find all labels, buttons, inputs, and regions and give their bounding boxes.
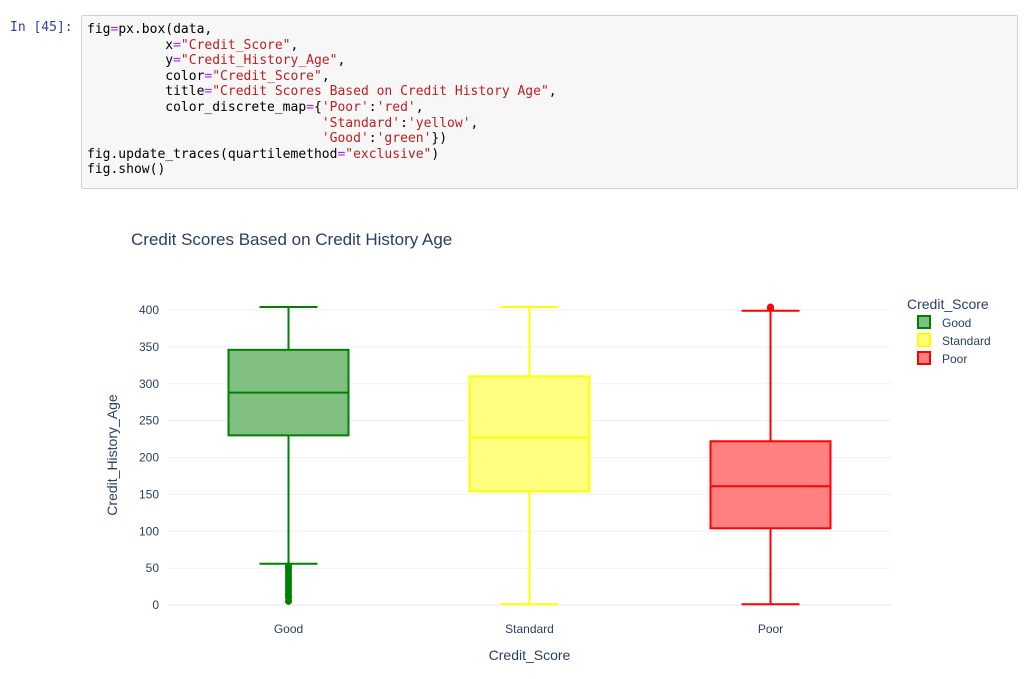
code-token: = xyxy=(204,84,213,100)
x-tick-label: Standard xyxy=(505,622,554,636)
code-token: title xyxy=(87,84,205,100)
code-line: y="Credit_History_Age", xyxy=(87,53,345,68)
code-token: px.box(data, xyxy=(118,22,213,37)
outlier-point xyxy=(767,303,774,311)
y-tick-label: 250 xyxy=(139,414,159,428)
code-line: 'Good':'green'}) xyxy=(87,131,447,146)
legend-label: Poor xyxy=(942,352,967,366)
code-token xyxy=(87,116,322,131)
code-line: color_discrete_map={'Poor':'red', xyxy=(87,99,424,115)
code-token: "exclusive" xyxy=(345,146,432,162)
code-token: , xyxy=(548,84,557,100)
code-token: "Credit_Score" xyxy=(212,68,322,84)
code-token: 'Poor' xyxy=(321,99,369,115)
code-token: 'Standard' xyxy=(321,115,401,131)
x-tick-label: Poor xyxy=(758,622,783,636)
code-token: : xyxy=(368,131,377,147)
y-tick-label: 100 xyxy=(139,524,159,538)
code-token: fig.show() xyxy=(87,162,166,178)
y-tick-label: 200 xyxy=(139,451,159,465)
y-tick-label: 150 xyxy=(139,487,159,501)
code-token: , xyxy=(470,115,479,131)
code-token: "Credit_Score" xyxy=(180,37,291,53)
legend-swatch xyxy=(917,351,931,365)
code-token: , xyxy=(321,68,330,84)
x-axis-title: Credit_Score xyxy=(489,647,571,663)
code-line: fig.update_traces(quartilemethod="exclus… xyxy=(87,147,439,162)
code-token: = xyxy=(173,37,181,53)
code-token: }) xyxy=(431,131,448,147)
code-token: : xyxy=(368,99,377,115)
y-axis-title: Credit_History_Age xyxy=(104,394,120,516)
code-token: , xyxy=(337,53,346,69)
code-token: = xyxy=(337,146,346,162)
code-token: fig.update_traces(quartilemethod xyxy=(87,146,338,162)
code-line: color="Credit_Score", xyxy=(87,68,330,84)
code-token: 'Good' xyxy=(321,131,369,147)
code-line: title="Credit Scores Based on Credit His… xyxy=(87,84,557,100)
y-tick-label: 50 xyxy=(146,561,160,575)
box-plot-chart: Credit Scores Based on Credit History Ag… xyxy=(104,230,991,663)
code-token: color xyxy=(87,68,205,84)
code-line: x="Credit_Score", xyxy=(87,38,298,53)
code-line: fig=px.box(data, xyxy=(87,22,212,37)
legend-swatch xyxy=(917,333,931,347)
code-token: = xyxy=(173,53,181,69)
code-token: color_discrete_map xyxy=(87,99,307,115)
legend-label: Standard xyxy=(942,334,991,348)
code-token: y xyxy=(87,53,174,69)
outlier-point xyxy=(285,562,292,570)
chart-title: Credit Scores Based on Credit History Ag… xyxy=(131,230,452,249)
legend-title: Credit_Score xyxy=(907,296,989,312)
y-tick-label: 350 xyxy=(139,340,159,354)
code-token: x xyxy=(87,37,174,53)
legend-label: Good xyxy=(942,316,971,330)
code-token: , xyxy=(415,99,424,115)
code-cell[interactable]: fig=px.box(data, x="Credit_Score", y="Cr… xyxy=(81,15,1018,189)
legend-swatch xyxy=(917,315,931,329)
code-token: fig xyxy=(87,22,111,37)
code-token: , xyxy=(290,37,299,53)
y-tick-label: 300 xyxy=(139,377,159,391)
code-editor[interactable]: fig=px.box(data, x="Credit_Score", y="Cr… xyxy=(82,16,1017,184)
code-token: "Credit_History_Age" xyxy=(180,53,338,69)
code-token: 'yellow' xyxy=(407,115,471,131)
code-token: { xyxy=(313,99,322,115)
code-token: = xyxy=(204,68,213,84)
code-token: = xyxy=(306,99,314,115)
iqr-box xyxy=(709,440,832,530)
code-line: fig.show() xyxy=(87,162,165,177)
code-token: ) xyxy=(431,146,440,162)
code-token: "Credit Scores Based on Credit History A… xyxy=(212,84,549,100)
code-token: : xyxy=(400,115,408,131)
code-token: = xyxy=(110,22,119,37)
code-token: 'red' xyxy=(376,99,416,115)
y-tick-label: 400 xyxy=(139,303,159,317)
x-tick-label: Good xyxy=(274,622,303,636)
y-tick-label: 0 xyxy=(152,598,159,612)
code-line: 'Standard':'yellow', xyxy=(87,115,479,131)
code-token: 'green' xyxy=(376,131,432,147)
iqr-box xyxy=(468,375,591,493)
cell-output: Credit Scores Based on Credit History Ag… xyxy=(81,205,1018,675)
code-token xyxy=(87,131,322,146)
cell-prompt: In [45]: xyxy=(10,20,73,35)
